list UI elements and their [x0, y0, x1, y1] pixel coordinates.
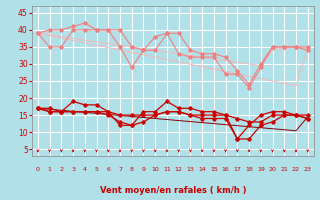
X-axis label: Vent moyen/en rafales ( km/h ): Vent moyen/en rafales ( km/h )	[100, 186, 246, 195]
